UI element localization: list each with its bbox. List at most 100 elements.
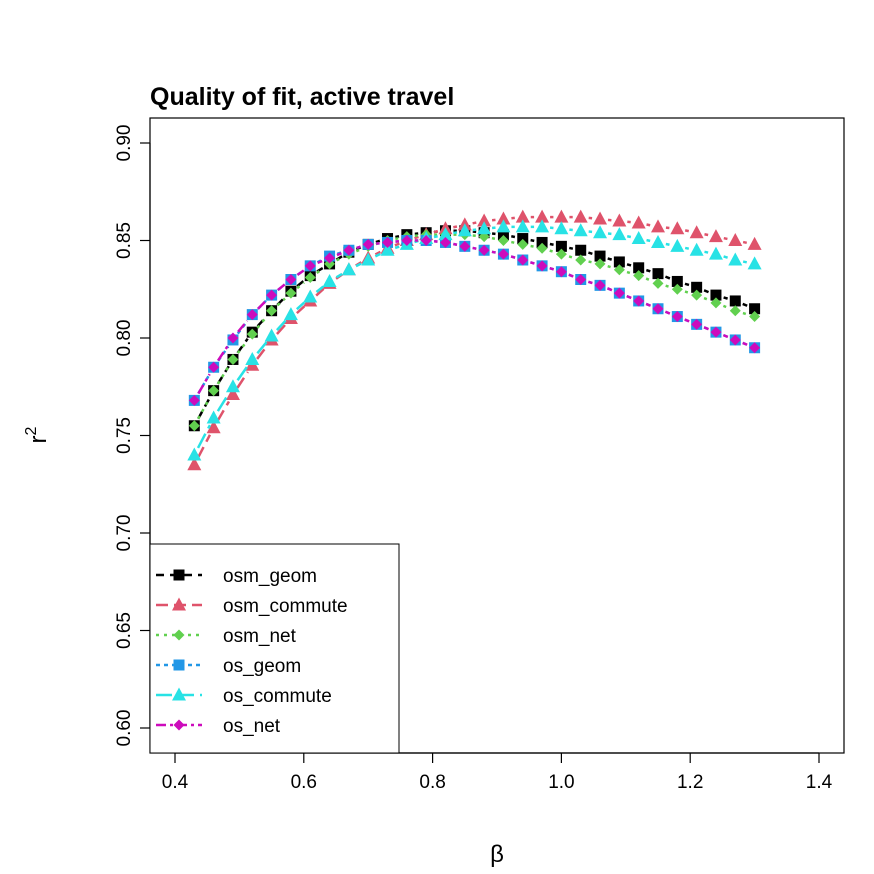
data-point bbox=[206, 420, 221, 434]
series-line-segments bbox=[196, 215, 748, 459]
data-point bbox=[187, 457, 202, 471]
data-point bbox=[594, 279, 606, 291]
data-point bbox=[362, 238, 374, 250]
data-point bbox=[728, 233, 743, 246]
data-point bbox=[206, 410, 221, 424]
data-point bbox=[613, 256, 625, 268]
series-line-segment bbox=[296, 279, 305, 288]
series-line-segment bbox=[196, 424, 212, 449]
series-line-segment bbox=[394, 245, 400, 250]
legend-item-os_net: os_net bbox=[156, 716, 281, 737]
data-point bbox=[593, 211, 608, 225]
series-line-segment bbox=[296, 269, 305, 276]
series-line-segment bbox=[703, 289, 710, 294]
data-point bbox=[710, 289, 722, 301]
data-point bbox=[459, 240, 471, 252]
series-line-segment bbox=[315, 287, 325, 297]
data-point bbox=[633, 270, 645, 282]
data-point bbox=[225, 387, 240, 401]
series-line-segment bbox=[197, 397, 211, 420]
series-line-segment bbox=[336, 256, 343, 262]
series-os_geom bbox=[188, 235, 761, 406]
series-line-segments bbox=[197, 233, 748, 420]
legend-item-os_geom: os_geom bbox=[156, 656, 301, 677]
data-point bbox=[227, 332, 239, 344]
data-point bbox=[749, 303, 761, 315]
data-point bbox=[631, 231, 646, 245]
series-line-segment bbox=[684, 282, 690, 287]
legend-marker bbox=[172, 597, 186, 611]
data-point bbox=[670, 221, 685, 235]
data-point bbox=[594, 250, 606, 262]
series-line-segment bbox=[196, 434, 212, 459]
series-line-segment bbox=[723, 296, 728, 300]
data-point bbox=[554, 209, 569, 223]
data-point bbox=[478, 244, 490, 256]
series-line-segment bbox=[530, 261, 535, 265]
data-point bbox=[225, 379, 240, 393]
data-point bbox=[575, 274, 587, 285]
series-line-segment bbox=[256, 315, 268, 328]
data-point bbox=[343, 244, 355, 256]
legend-label: osm_commute bbox=[223, 596, 348, 617]
data-point bbox=[652, 268, 664, 280]
series-line-segment bbox=[256, 345, 268, 360]
data-point bbox=[401, 235, 413, 246]
series-line-segment bbox=[664, 310, 671, 315]
data-point bbox=[515, 209, 530, 223]
data-point bbox=[496, 219, 511, 233]
series-line-segments bbox=[197, 239, 748, 395]
series-line-segment bbox=[216, 365, 230, 385]
legend-marker bbox=[172, 687, 186, 701]
data-point bbox=[208, 361, 220, 373]
legend-item-osm_net: osm_net bbox=[156, 626, 297, 647]
data-point bbox=[633, 295, 645, 307]
data-point bbox=[671, 311, 683, 323]
data-point bbox=[227, 353, 239, 365]
series-line-segment bbox=[588, 280, 593, 285]
series-line-segment bbox=[684, 318, 690, 323]
data-point bbox=[285, 287, 297, 299]
data-point bbox=[341, 262, 356, 276]
series-osm_geom bbox=[188, 225, 761, 432]
x-axis-label: β bbox=[490, 841, 504, 868]
data-point bbox=[575, 244, 587, 256]
y-axis: 0.60 0.65 0.70 0.75 0.80 0.85 0.90 bbox=[114, 125, 151, 746]
data-point bbox=[554, 221, 569, 235]
data-point bbox=[593, 225, 608, 239]
data-point bbox=[613, 287, 625, 299]
data-point bbox=[573, 223, 588, 237]
series-line-segment bbox=[607, 265, 613, 269]
series-line-segment bbox=[472, 221, 477, 225]
series-line-segment bbox=[606, 287, 613, 292]
series-line-segment bbox=[316, 267, 324, 274]
series-line-segment bbox=[237, 319, 249, 333]
data-point bbox=[380, 242, 395, 256]
data-point bbox=[535, 219, 550, 233]
legend-marker bbox=[173, 629, 185, 641]
data-point bbox=[361, 252, 376, 266]
data-point bbox=[266, 289, 278, 301]
series-line-segment bbox=[277, 283, 286, 292]
data-point bbox=[555, 240, 567, 252]
x-tick-label: 0.4 bbox=[162, 772, 189, 793]
series-line-segment bbox=[588, 260, 593, 264]
data-point bbox=[691, 289, 703, 301]
data-point bbox=[187, 447, 202, 461]
series-line-segment bbox=[256, 341, 268, 355]
series-line-segment bbox=[704, 233, 709, 237]
series-line-segment bbox=[276, 323, 287, 335]
series-line-segment bbox=[646, 238, 651, 243]
data-point bbox=[594, 258, 606, 270]
data-point bbox=[264, 328, 279, 342]
series-line-segment bbox=[549, 242, 554, 246]
data-point bbox=[439, 236, 451, 248]
series-line-segment bbox=[356, 245, 361, 250]
series-line-segment bbox=[742, 341, 748, 346]
data-point bbox=[188, 394, 200, 406]
data-point bbox=[689, 242, 704, 256]
series-line-segment bbox=[665, 242, 670, 246]
data-point bbox=[266, 305, 278, 317]
series-line-segment bbox=[703, 326, 710, 331]
